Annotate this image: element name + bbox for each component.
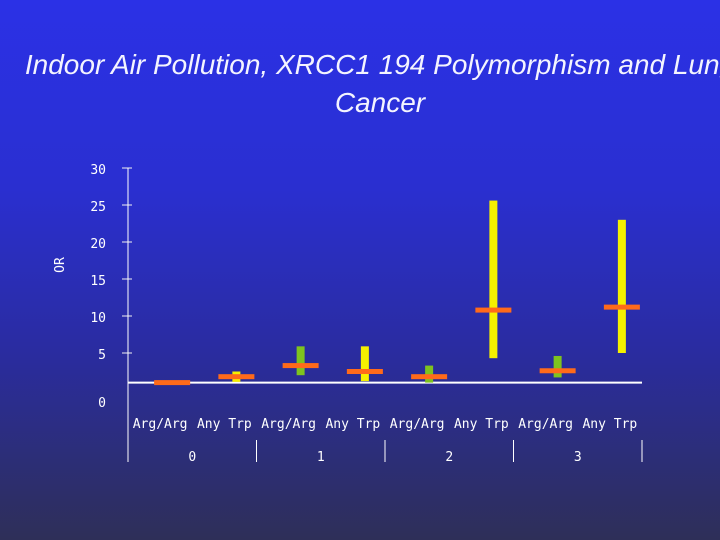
- or-marker: [603, 304, 640, 310]
- or-marker: [218, 374, 255, 380]
- y-tick-label: 10: [90, 311, 106, 326]
- chart-title: Indoor Air Pollution, XRCC1 194 Polymorp…: [24, 49, 720, 118]
- y-tick-label: 5: [98, 348, 106, 363]
- ci-bar: [489, 200, 498, 359]
- x-category-label: Any Trp: [197, 417, 252, 432]
- or-marker: [282, 363, 319, 369]
- or-marker: [539, 368, 576, 374]
- ci-bar: [553, 355, 562, 378]
- x-group-label: 2: [445, 450, 453, 465]
- or-marker: [346, 369, 383, 374]
- x-group-label: 3: [574, 450, 582, 465]
- y-tick-label: 30: [90, 163, 106, 178]
- ci-bar: [296, 346, 305, 376]
- y-tick-label: 25: [90, 200, 106, 215]
- x-category-label: Arg/Arg: [518, 417, 573, 432]
- or-marker: [475, 307, 512, 313]
- x-category-label: Any Trp: [454, 417, 509, 432]
- or-marker: [411, 374, 448, 380]
- y-tick-label: 20: [90, 237, 106, 252]
- or-marker: [154, 380, 191, 386]
- x-category-label: Any Trp: [325, 417, 380, 432]
- x-group-label: 1: [317, 450, 325, 465]
- y-axis-label: OR: [53, 257, 68, 273]
- x-category-label: Arg/Arg: [390, 417, 445, 432]
- x-category-label: Arg/Arg: [133, 417, 188, 432]
- x-category-label: Any Trp: [582, 417, 637, 432]
- ci-bar: [617, 219, 626, 353]
- ci-bar: [360, 346, 369, 382]
- y-tick-label: 0: [98, 396, 106, 411]
- x-category-label: Arg/Arg: [261, 417, 316, 432]
- ci-bar: [425, 365, 434, 383]
- x-group-label: 0: [188, 450, 196, 465]
- y-tick-label: 15: [90, 274, 106, 289]
